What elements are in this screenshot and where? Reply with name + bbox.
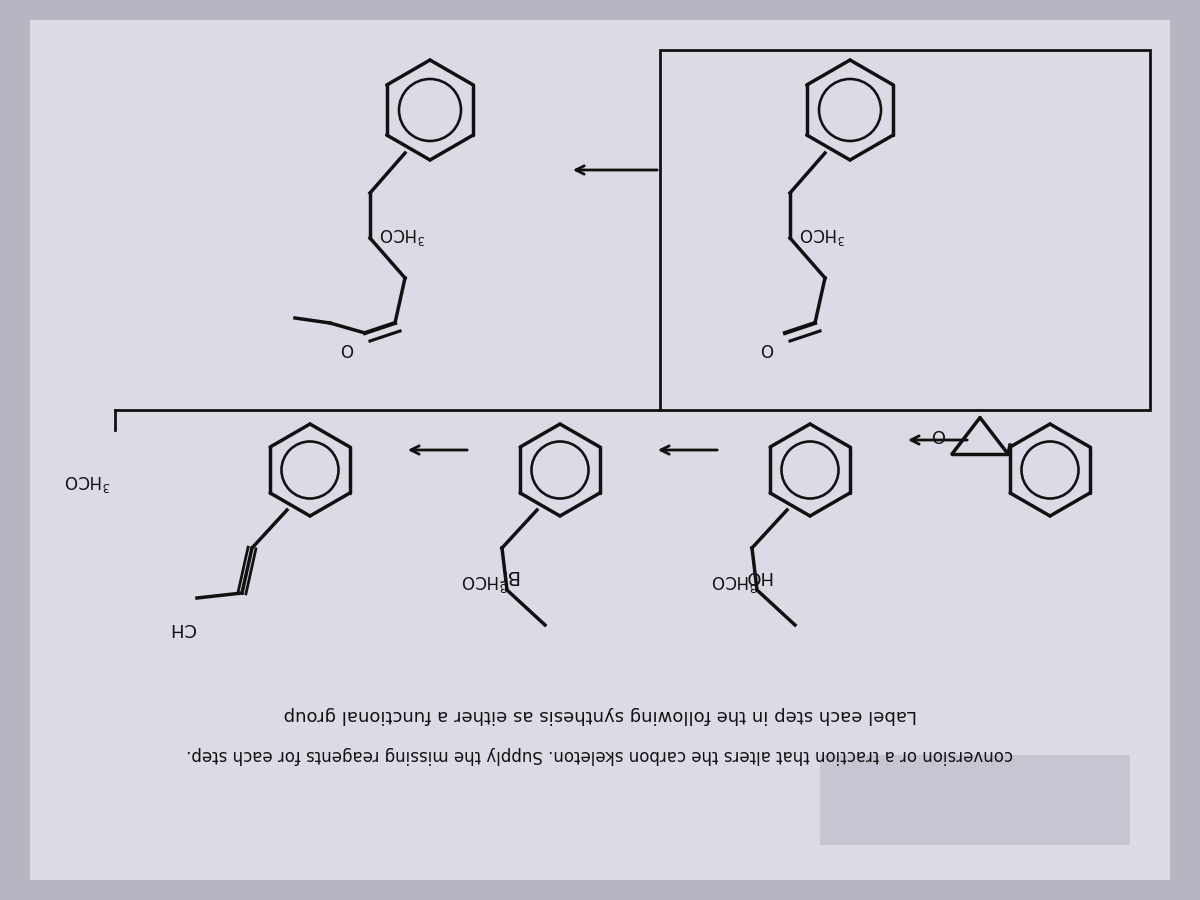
Text: $\mathregular{{}^3HCO}$: $\mathregular{{}^3HCO}$ [712, 570, 758, 590]
Text: $\mathregular{{}^3HCO}$: $\mathregular{{}^3HCO}$ [65, 470, 112, 490]
Text: conversion or a traction that alters the carbon skeleton. Supply the missing rea: conversion or a traction that alters the… [186, 746, 1014, 764]
Text: O: O [761, 339, 774, 357]
Text: O: O [930, 425, 944, 443]
Text: $\mathregular{{}^3HCO}$: $\mathregular{{}^3HCO}$ [800, 223, 846, 243]
FancyBboxPatch shape [30, 20, 1170, 880]
Text: Br: Br [497, 566, 517, 586]
Text: O: O [341, 339, 354, 357]
Text: $\mathregular{{}^3HCO}$: $\mathregular{{}^3HCO}$ [380, 223, 426, 243]
Text: Label each step in the following synthesis as either a functional group: Label each step in the following synthes… [283, 706, 917, 724]
FancyBboxPatch shape [820, 755, 1130, 845]
Text: CH: CH [169, 619, 194, 637]
Text: HO: HO [743, 567, 770, 585]
Text: $\mathregular{{}^3HCO}$: $\mathregular{{}^3HCO}$ [462, 570, 509, 590]
